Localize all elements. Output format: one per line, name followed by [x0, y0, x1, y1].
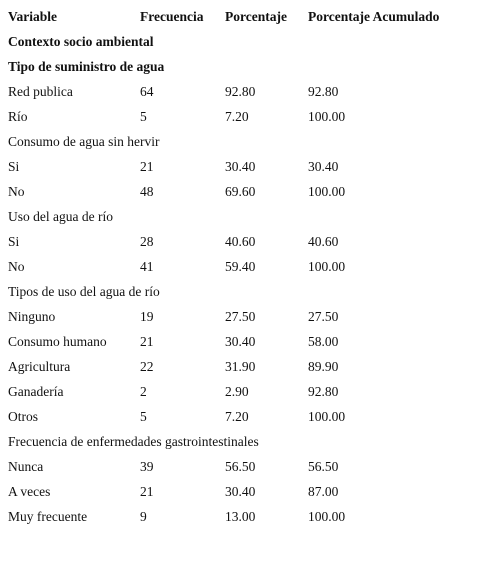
- table-cell: 92.80: [308, 84, 339, 99]
- table-cell: Ganadería: [8, 384, 64, 399]
- table-cell: Consumo humano: [8, 334, 107, 349]
- table-cell: 30.40: [225, 334, 256, 349]
- table-cell: 39: [140, 459, 154, 474]
- table-cell: 40.60: [225, 234, 256, 249]
- table-cell: 9: [140, 509, 147, 524]
- column-header: Porcentaje: [225, 9, 287, 24]
- table-cell: No: [8, 184, 25, 199]
- table-cell: 64: [140, 84, 154, 99]
- table-cell: 92.80: [225, 84, 256, 99]
- table-cell: 19: [140, 309, 154, 324]
- table-cell: 87.00: [308, 484, 339, 499]
- column-header: Variable: [8, 9, 58, 24]
- section-label: Uso del agua de río: [8, 209, 113, 224]
- table-cell: 56.50: [308, 459, 339, 474]
- table-cell: 41: [140, 259, 154, 274]
- table-cell: Muy frecuente: [8, 509, 88, 524]
- table-cell: Si: [8, 234, 20, 249]
- table-cell: 7.20: [225, 409, 249, 424]
- column-header: Porcentaje Acumulado: [308, 9, 440, 24]
- table-cell: 58.00: [308, 334, 339, 349]
- table-cell: 28: [140, 234, 154, 249]
- table-cell: 48: [140, 184, 154, 199]
- table-cell: Ninguno: [8, 309, 56, 324]
- table-cell: 100.00: [308, 184, 346, 199]
- table-cell: Agricultura: [8, 359, 71, 374]
- table-cell: 56.50: [225, 459, 256, 474]
- table-cell: 89.90: [308, 359, 339, 374]
- table-cell: 2: [140, 384, 147, 399]
- table-cell: 69.60: [225, 184, 256, 199]
- table-cell: 30.40: [225, 484, 256, 499]
- table-cell: 30.40: [225, 159, 256, 174]
- section-label: Tipo de suministro de agua: [8, 59, 165, 74]
- table-cell: 40.60: [308, 234, 339, 249]
- table-cell: 30.40: [308, 159, 339, 174]
- table-cell: 22: [140, 359, 154, 374]
- section-label: Frecuencia de enfermedades gastrointesti…: [8, 434, 259, 449]
- table-cell: 7.20: [225, 109, 249, 124]
- table-cell: 13.00: [225, 509, 256, 524]
- table-cell: 31.90: [225, 359, 256, 374]
- table-cell: 5: [140, 409, 147, 424]
- section-label: Tipos de uso del agua de río: [8, 284, 160, 299]
- table-cell: Otros: [8, 409, 38, 424]
- table-cell: 27.50: [308, 309, 339, 324]
- table-cell: 5: [140, 109, 147, 124]
- table-cell: 21: [140, 334, 154, 349]
- table-cell: 100.00: [308, 409, 346, 424]
- table-cell: No: [8, 259, 25, 274]
- table-cell: 100.00: [308, 259, 346, 274]
- table-cell: Río: [8, 109, 28, 124]
- table-cell: A veces: [8, 484, 51, 499]
- section-label: Consumo de agua sin hervir: [8, 134, 160, 149]
- table-cell: 27.50: [225, 309, 256, 324]
- table-cell: 59.40: [225, 259, 256, 274]
- table-cell: 2.90: [225, 384, 249, 399]
- table-cell: Nunca: [8, 459, 44, 474]
- section-label: Contexto socio ambiental: [8, 34, 154, 49]
- table-cell: 21: [140, 484, 154, 499]
- table-cell: 100.00: [308, 109, 346, 124]
- table-cell: 21: [140, 159, 154, 174]
- column-header: Frecuencia: [140, 9, 204, 24]
- table-cell: Red publica: [8, 84, 73, 99]
- table-cell: Si: [8, 159, 20, 174]
- table-cell: 92.80: [308, 384, 339, 399]
- table-cell: 100.00: [308, 509, 346, 524]
